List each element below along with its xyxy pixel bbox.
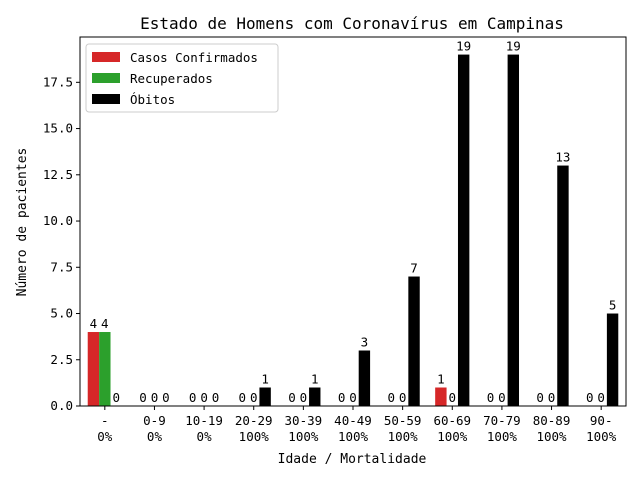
bar-value-label: 5: [609, 298, 617, 313]
bar-value-label: 4: [101, 316, 109, 331]
bar: [87, 332, 100, 406]
x-tick-mortality-label: 0%: [147, 429, 163, 444]
x-tick-label: 90-: [590, 413, 613, 428]
x-tick-label: 0-9: [143, 413, 166, 428]
bar-value-label: 0: [586, 390, 594, 405]
bar-value-label: 0: [387, 390, 395, 405]
bar-value-label: 7: [410, 261, 418, 276]
bar-value-label: 0: [597, 390, 605, 405]
y-tick-label: 7.5: [50, 259, 73, 274]
x-tick-label: 60-69: [433, 413, 471, 428]
y-tick-label: 10.0: [43, 213, 73, 228]
bar-value-label: 1: [437, 372, 445, 387]
x-tick-mortality-label: 100%: [288, 429, 319, 444]
legend-box: [85, 43, 279, 113]
bar-value-label: 1: [311, 372, 319, 387]
bar-value-label: 3: [361, 335, 369, 350]
bar-value-label: 0: [349, 390, 357, 405]
bar-value-label: 0: [338, 390, 346, 405]
y-tick-label: 2.5: [50, 352, 73, 367]
x-tick-mortality-label: 0%: [197, 429, 213, 444]
bar-value-label: 0: [250, 390, 258, 405]
y-tick-label: 17.5: [43, 74, 73, 89]
x-tick-label: 40-49: [334, 413, 372, 428]
bar: [358, 350, 371, 406]
bar: [557, 165, 569, 406]
bar: [435, 387, 447, 406]
y-tick-label: 0.0: [50, 398, 73, 413]
bar-value-label: 0: [239, 390, 247, 405]
x-tick-label: 50-59: [384, 413, 422, 428]
x-tick-label: 10-19: [185, 413, 223, 428]
bar-value-label: 0: [139, 390, 147, 405]
x-tick-mortality-label: 100%: [388, 429, 419, 444]
legend: Casos Confirmados Recuperados Óbitos: [85, 43, 279, 113]
bar: [408, 276, 420, 406]
x-tick-label: 20-29: [235, 413, 273, 428]
y-tick-label: 12.5: [43, 167, 73, 182]
axes-layer: 0.02.55.07.510.012.515.017.5-0%0-90%10-1…: [43, 36, 627, 444]
y-axis-label: Número de pacientes: [15, 148, 30, 297]
bar-value-label: 0: [212, 390, 220, 405]
bar-value-label: 0: [399, 390, 407, 405]
bar-value-label: 0: [449, 390, 457, 405]
bar-value-label: 0: [300, 390, 308, 405]
bar-value-label: 0: [548, 390, 556, 405]
x-tick-mortality-label: 100%: [437, 429, 468, 444]
legend-entry: Recuperados: [130, 71, 213, 86]
bar-value-label: 0: [288, 390, 296, 405]
bar-value-label: 19: [506, 39, 521, 54]
x-tick-label: 30-39: [285, 413, 323, 428]
legend-swatch: [92, 52, 120, 62]
x-tick-label: -: [101, 413, 109, 428]
x-tick-mortality-label: 100%: [586, 429, 617, 444]
chart-title: Estado de Homens com Coronavírus em Camp…: [140, 14, 564, 33]
bar-value-label: 19: [456, 39, 471, 54]
bar-value-label: 0: [112, 390, 120, 405]
bar: [259, 387, 271, 406]
bar: [457, 54, 470, 406]
bar-value-label: 0: [487, 390, 495, 405]
bar: [507, 54, 520, 406]
bar-value-label: 0: [200, 390, 208, 405]
bar-value-label: 0: [536, 390, 544, 405]
bar: [309, 387, 321, 406]
y-tick-label: 15.0: [43, 121, 73, 136]
x-tick-mortality-label: 100%: [338, 429, 369, 444]
bar-value-label: 0: [498, 390, 506, 405]
legend-swatch: [92, 73, 120, 83]
bar-value-label: 1: [261, 372, 269, 387]
bar: [99, 332, 111, 406]
y-tick-label: 5.0: [50, 306, 73, 321]
x-tick-mortality-label: 100%: [536, 429, 567, 444]
bar-value-label: 0: [189, 390, 197, 405]
x-tick-mortality-label: 100%: [487, 429, 518, 444]
bar-value-label: 13: [555, 150, 570, 165]
bar: [606, 313, 619, 406]
x-axis-label: Idade / Mortalidade: [278, 452, 427, 467]
legend-entry: Casos Confirmados: [130, 50, 258, 65]
x-tick-mortality-label: 0%: [97, 429, 113, 444]
x-tick-label: 80-89: [533, 413, 571, 428]
bar-value-label: 0: [151, 390, 159, 405]
x-tick-mortality-label: 100%: [239, 429, 270, 444]
legend-entry: Óbitos: [130, 92, 175, 107]
bar-value-label: 4: [90, 316, 98, 331]
x-tick-label: 70-79: [483, 413, 521, 428]
bar-value-label: 0: [162, 390, 170, 405]
legend-swatch: [92, 94, 120, 104]
